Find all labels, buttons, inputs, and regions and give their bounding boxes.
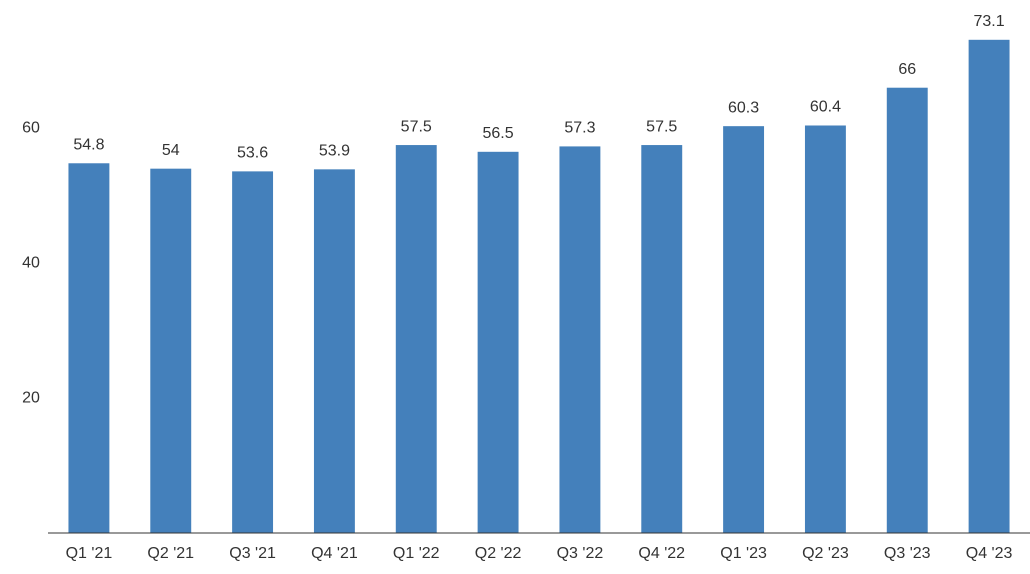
bar (68, 163, 110, 533)
value-label: 57.3 (564, 120, 595, 137)
bar (477, 151, 519, 533)
x-tick-label: Q1 '21 (66, 545, 113, 562)
y-tick-label: 60 (22, 119, 40, 136)
value-label: 54 (162, 142, 180, 159)
value-label: 73.1 (974, 13, 1005, 30)
value-label: 57.5 (401, 118, 432, 135)
bar (232, 171, 274, 533)
x-tick-label: Q3 '21 (229, 545, 276, 562)
x-tick-label: Q1 '23 (720, 545, 767, 562)
bar (804, 125, 846, 533)
bar (723, 126, 765, 533)
x-tick-label: Q2 '21 (147, 545, 194, 562)
x-tick-label: Q3 '22 (557, 545, 604, 562)
bar (150, 168, 192, 533)
bar (559, 146, 601, 534)
x-tick-label: Q2 '22 (475, 545, 522, 562)
y-tick-label: 40 (22, 254, 40, 271)
x-tick-label: Q4 '21 (311, 545, 358, 562)
bar (395, 145, 437, 534)
value-label: 53.9 (319, 143, 350, 160)
value-label: 66 (898, 61, 916, 78)
x-tick-label: Q1 '22 (393, 545, 440, 562)
x-tick-label: Q3 '23 (884, 545, 931, 562)
value-label: 56.5 (483, 125, 514, 142)
x-tick-label: Q2 '23 (802, 545, 849, 562)
bar (968, 39, 1010, 533)
value-label: 60.3 (728, 99, 759, 116)
x-tick-label: Q4 '23 (966, 545, 1013, 562)
bar (886, 87, 928, 533)
value-label: 60.4 (810, 99, 841, 116)
value-label: 54.8 (73, 136, 104, 153)
value-label: 57.5 (646, 118, 677, 135)
x-tick-label: Q4 '22 (638, 545, 685, 562)
value-label: 53.6 (237, 145, 268, 162)
y-tick-label: 20 (22, 389, 40, 406)
bar (641, 145, 683, 534)
bar (313, 169, 355, 533)
